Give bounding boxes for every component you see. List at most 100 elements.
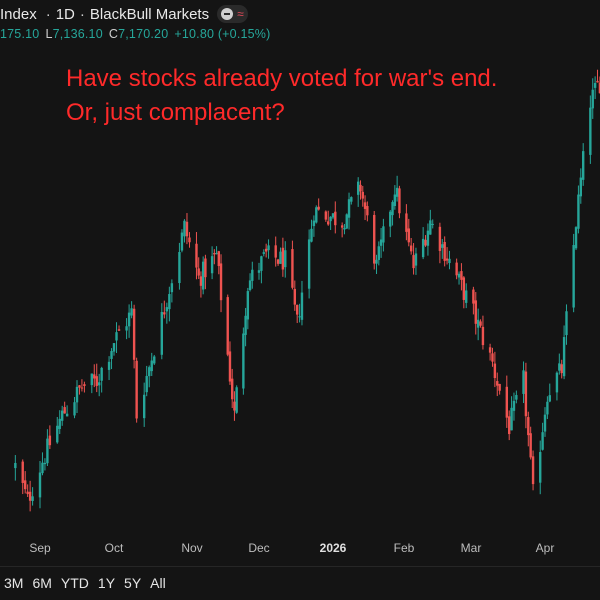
candle-body bbox=[457, 273, 461, 278]
range-button-3m[interactable]: 3M bbox=[4, 575, 24, 591]
x-tick-label: Oct bbox=[105, 541, 124, 555]
separator-dot: · bbox=[79, 5, 85, 23]
ohlc-low-label: L bbox=[45, 27, 53, 41]
chart-annotation: Have stocks already voted for war's end.… bbox=[66, 62, 586, 130]
candle-body bbox=[75, 386, 79, 403]
date-range-bar: 3M 6M YTD 1Y 5Y All bbox=[4, 575, 175, 591]
range-divider bbox=[0, 566, 600, 567]
candle-body bbox=[228, 351, 232, 382]
candle-body bbox=[178, 252, 181, 284]
candle-body bbox=[307, 239, 311, 289]
candle-body bbox=[26, 491, 29, 495]
candle-body bbox=[329, 216, 332, 222]
data-source-label: BlackBull Markets bbox=[89, 5, 210, 23]
candle-body bbox=[438, 226, 442, 251]
candle-body bbox=[115, 332, 118, 341]
candle-body bbox=[562, 337, 566, 377]
candle-body bbox=[21, 461, 24, 483]
candle-body bbox=[130, 308, 133, 316]
candle-body bbox=[340, 225, 344, 228]
candle-body bbox=[98, 382, 101, 386]
candle-body bbox=[125, 326, 128, 331]
candle-body bbox=[448, 258, 451, 264]
candle-body bbox=[78, 385, 81, 388]
candle-body bbox=[312, 220, 316, 227]
candle-body bbox=[596, 80, 599, 83]
wave-icon[interactable]: ≈ bbox=[237, 7, 244, 21]
candle-body bbox=[135, 360, 138, 419]
candle-body bbox=[226, 297, 229, 355]
candle-body bbox=[382, 226, 385, 243]
candle-body bbox=[460, 271, 463, 280]
candle-body bbox=[548, 395, 551, 402]
candle-body bbox=[90, 373, 93, 386]
candle-body bbox=[347, 199, 351, 218]
candle-body bbox=[95, 376, 98, 386]
candle-body bbox=[160, 312, 164, 355]
ohlc-low: 7,136.10 bbox=[52, 27, 103, 41]
candle-body bbox=[579, 177, 583, 197]
candle-body bbox=[204, 258, 207, 278]
candle-body bbox=[424, 239, 427, 246]
candle-body bbox=[331, 213, 335, 218]
candle-body bbox=[231, 378, 234, 400]
candle-body bbox=[195, 243, 198, 268]
candle-body bbox=[555, 372, 559, 393]
candle-body bbox=[591, 89, 594, 109]
range-button-ytd[interactable]: YTD bbox=[60, 575, 89, 591]
candle-body bbox=[515, 395, 518, 400]
interval-label[interactable]: 1D bbox=[55, 5, 75, 23]
candle-body bbox=[61, 410, 64, 421]
candle-body bbox=[213, 252, 216, 255]
candle-body bbox=[242, 333, 245, 389]
candle-body bbox=[361, 191, 364, 199]
candle-body bbox=[291, 249, 294, 288]
candle-body bbox=[153, 356, 156, 364]
candle-body bbox=[14, 462, 17, 469]
range-button-6m[interactable]: 6M bbox=[32, 575, 52, 591]
candle-body bbox=[298, 316, 301, 318]
candle-body bbox=[46, 438, 49, 464]
minus-circle-icon[interactable] bbox=[221, 8, 234, 20]
candle-body bbox=[56, 425, 59, 443]
candle-body bbox=[324, 211, 328, 220]
candle-body bbox=[577, 194, 580, 229]
range-button-5y[interactable]: 5Y bbox=[124, 575, 142, 591]
annotation-line-1: Have stocks already voted for war's end. bbox=[66, 65, 498, 92]
symbol-name[interactable]: Index bbox=[0, 5, 37, 23]
indicator-pill[interactable]: ≈ bbox=[217, 5, 248, 23]
candle-body bbox=[441, 244, 444, 248]
ohlc-change: +10.80 (+0.15%) bbox=[174, 27, 271, 41]
candle-body bbox=[188, 237, 191, 243]
candle-body bbox=[560, 364, 563, 374]
candle-body bbox=[233, 401, 236, 411]
candle-body bbox=[145, 375, 148, 393]
range-button-1y[interactable]: 1Y bbox=[97, 575, 116, 591]
candle-body bbox=[391, 202, 394, 216]
candle-body bbox=[546, 401, 549, 415]
candle-body bbox=[163, 312, 166, 315]
candle-body bbox=[38, 472, 42, 498]
candle-body bbox=[407, 228, 410, 243]
candle-body bbox=[180, 232, 184, 251]
candle-body bbox=[389, 211, 392, 227]
candle-body bbox=[350, 197, 353, 202]
x-tick-label: Apr bbox=[536, 541, 555, 555]
candle-body bbox=[281, 247, 285, 270]
candle-body bbox=[493, 363, 497, 379]
candle-body bbox=[262, 252, 265, 254]
ohlc-close: 7,170.20 bbox=[118, 27, 169, 41]
candle-body bbox=[426, 230, 430, 246]
candle-body bbox=[505, 386, 509, 418]
range-button-all[interactable]: All bbox=[150, 575, 166, 591]
x-tick-label: Sep bbox=[29, 541, 51, 555]
candle-body bbox=[201, 261, 205, 290]
candle-body bbox=[117, 329, 121, 331]
candle-body bbox=[393, 194, 397, 206]
candle-body bbox=[395, 187, 399, 197]
candle-body bbox=[148, 367, 151, 377]
separator-dot: · bbox=[45, 5, 51, 23]
candle-body bbox=[24, 480, 27, 490]
